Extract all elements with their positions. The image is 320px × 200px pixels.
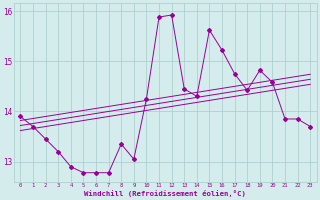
X-axis label: Windchill (Refroidissement éolien,°C): Windchill (Refroidissement éolien,°C) [84,190,246,197]
